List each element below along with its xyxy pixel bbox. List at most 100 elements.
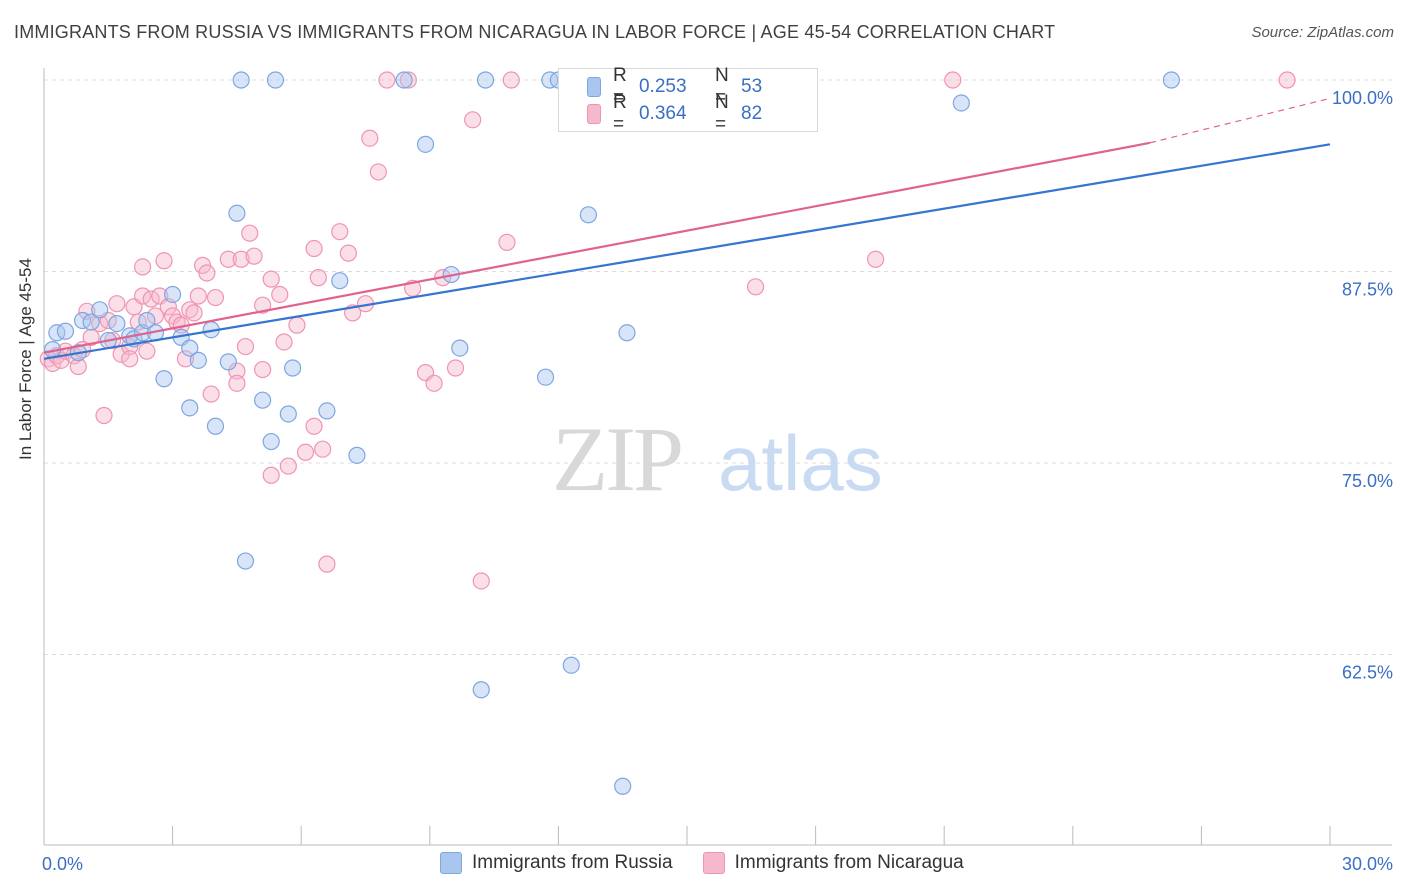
y-tick-label: 62.5%: [1342, 663, 1393, 683]
y-tick-label: 87.5%: [1342, 280, 1393, 300]
russia-point: [189, 351, 207, 369]
russia-point: [451, 339, 469, 357]
russia-point: [284, 359, 302, 377]
russia-trend-line: [43, 143, 1331, 360]
russia-point: [181, 399, 199, 417]
trend-lines: [43, 97, 1331, 360]
russia-point: [416, 135, 435, 153]
legend-row-nicaragua: R = 0.364 N = 82: [587, 92, 817, 135]
nicaragua-swatch: [702, 852, 725, 874]
russia-point: [952, 94, 970, 112]
russia-point: [155, 370, 173, 388]
nicaragua-point: [305, 239, 323, 258]
russia-point: [395, 71, 413, 89]
nicaragua-point: [133, 258, 152, 276]
n-label: N =: [714, 92, 729, 135]
nicaragua-point: [236, 337, 255, 356]
nicaragua-point: [121, 350, 139, 368]
nicaragua-point: [129, 313, 147, 331]
nicaragua-point: [146, 307, 165, 325]
nicaragua-point: [502, 71, 520, 89]
legend-label-russia: Immigrants from Russia: [472, 852, 673, 873]
russia-point: [614, 777, 632, 795]
russia-point: [318, 402, 336, 420]
nicaragua-point: [361, 129, 379, 147]
nicaragua-point: [155, 252, 173, 270]
source-credit: Source: ZipAtlas.com: [1251, 24, 1394, 41]
nicaragua-points: [39, 71, 1296, 590]
nicaragua-point: [206, 288, 225, 307]
nicaragua-point: [219, 250, 237, 268]
nicaragua-point: [232, 250, 250, 268]
russia-point: [279, 405, 297, 423]
nicaragua-point: [262, 466, 280, 484]
r-label: R =: [612, 92, 627, 135]
nicaragua-point: [296, 443, 315, 461]
nicaragua-point: [446, 359, 465, 377]
russia-point: [331, 272, 349, 290]
watermark-atlas: atlas: [718, 419, 883, 507]
russia-swatch: [440, 852, 462, 874]
russia-point: [108, 314, 126, 333]
legend-row-russia: R = 0.253 N = 53: [587, 65, 817, 108]
nicaragua-point: [254, 296, 272, 314]
nicaragua-point: [944, 71, 962, 89]
russia-point: [138, 311, 156, 330]
nicaragua-point: [275, 333, 293, 351]
russia-point: [254, 391, 272, 409]
russia-point: [579, 206, 598, 224]
correlation-legend: R = 0.253 N = 53 R = 0.364 N = 82: [558, 65, 818, 135]
russia-point: [164, 285, 182, 304]
nicaragua-point: [78, 302, 96, 320]
nicaragua-point: [198, 264, 216, 282]
nicaragua-point: [472, 572, 490, 590]
nicaragua-point: [464, 111, 482, 129]
russia-point: [476, 71, 495, 89]
tick-labels: 62.5% 75.0% 87.5% 100.0% 0.0% 30.0%: [42, 88, 1393, 874]
russia-point: [56, 322, 75, 340]
legend-item-nicaragua[interactable]: Immigrants from Nicaragua: [702, 852, 964, 874]
russia-point: [562, 656, 580, 674]
russia-point: [228, 204, 246, 222]
nicaragua-point: [176, 350, 195, 368]
russia-point: [348, 446, 366, 464]
watermark: ZIP atlas: [552, 408, 883, 510]
russia-point: [181, 339, 199, 357]
nicaragua-trend-extension: [1149, 97, 1331, 144]
nicaragua-swatch: [587, 104, 601, 124]
nicaragua-point: [185, 304, 203, 322]
nicaragua-point: [262, 270, 280, 288]
y-axis-label: In Labor Force | Age 45-54: [16, 258, 35, 460]
nicaragua-point: [254, 360, 272, 379]
nicaragua-point: [378, 71, 396, 89]
nicaragua-point: [305, 417, 323, 435]
nicaragua-point: [241, 224, 259, 242]
russia-point: [232, 71, 250, 89]
x-tick-label: 0.0%: [42, 854, 83, 874]
watermark-zip: ZIP: [552, 408, 681, 510]
nicaragua-point: [228, 362, 246, 380]
legend-label-nicaragua: Immigrants from Nicaragua: [734, 852, 964, 873]
russia-point: [48, 324, 66, 342]
russia-point: [618, 324, 636, 342]
nicaragua-n-value: 82: [741, 103, 763, 124]
y-tick-label: 75.0%: [1342, 471, 1393, 491]
nicaragua-point: [425, 374, 443, 392]
nicaragua-point: [138, 342, 156, 360]
chart-title: IMMIGRANTS FROM RUSSIA VS IMMIGRANTS FRO…: [14, 22, 1056, 42]
nicaragua-point: [228, 374, 246, 392]
nicaragua-point: [202, 385, 220, 403]
russia-point: [262, 432, 280, 451]
nicaragua-r-value: 0.364: [638, 103, 687, 124]
russia-r-value: 0.253: [638, 76, 687, 97]
nicaragua-point: [245, 247, 263, 265]
nicaragua-point: [318, 555, 336, 573]
x-tick-label: 30.0%: [1342, 854, 1393, 874]
legend-item-russia[interactable]: Immigrants from Russia: [440, 852, 673, 874]
russia-swatch: [587, 77, 601, 97]
nicaragua-point: [867, 250, 885, 268]
nicaragua-point: [399, 71, 417, 89]
russia-point: [91, 301, 109, 319]
nicaragua-point: [746, 278, 765, 296]
